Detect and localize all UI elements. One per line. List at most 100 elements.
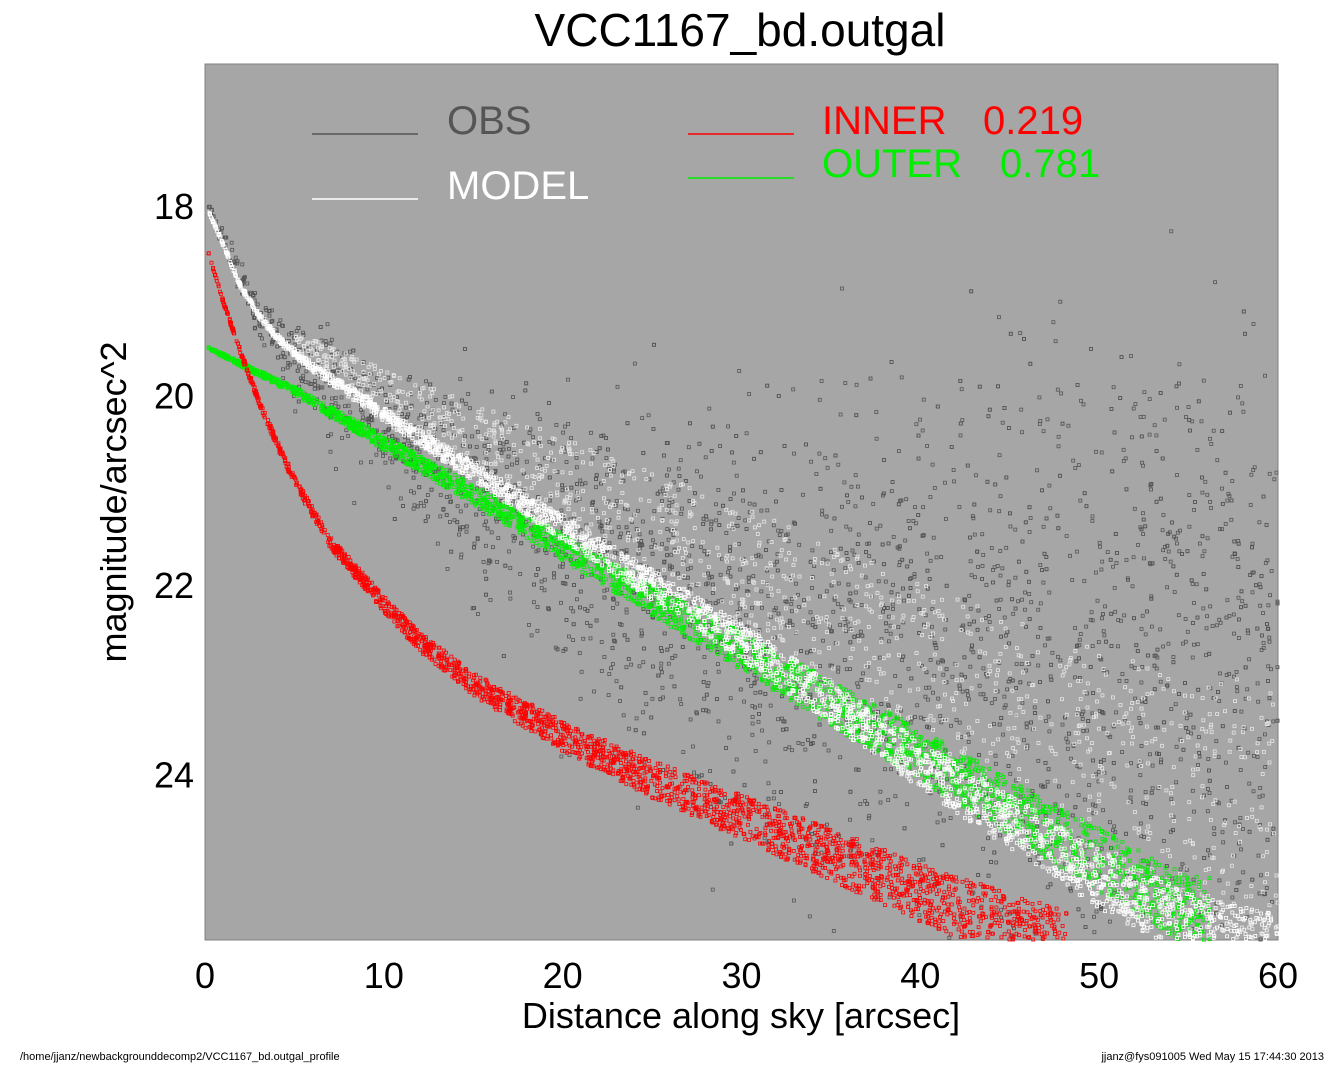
obs-point xyxy=(889,489,894,494)
obs-point xyxy=(532,600,536,605)
obs-point xyxy=(1138,773,1143,778)
obs-point xyxy=(230,247,235,252)
obs-point xyxy=(1101,808,1105,813)
obs-point xyxy=(1096,770,1101,774)
obs-point xyxy=(650,696,655,701)
obs-point xyxy=(1169,229,1174,234)
obs-point xyxy=(621,713,626,718)
obs-point xyxy=(1208,499,1212,504)
obs-point xyxy=(644,702,649,707)
obs-point xyxy=(566,377,570,382)
obs-point xyxy=(1047,483,1052,488)
obs-point xyxy=(259,324,264,329)
obs-point xyxy=(759,589,764,594)
obs-point xyxy=(1080,717,1085,721)
obs-point xyxy=(1184,716,1189,721)
obs-point xyxy=(853,603,857,608)
obs-point xyxy=(878,789,883,794)
chart: VCC1167_bd.outgal 0 10 20 30 40 50 60 18202224… xyxy=(93,4,1298,1036)
obs-point xyxy=(891,607,895,611)
obs-point xyxy=(792,451,796,456)
obs-point xyxy=(435,541,440,546)
obs-point xyxy=(1239,709,1244,714)
obs-point xyxy=(558,564,562,569)
obs-point xyxy=(819,379,824,383)
obs-point xyxy=(398,496,403,501)
obs-point xyxy=(1203,479,1208,484)
obs-point xyxy=(1117,679,1122,683)
obs-point xyxy=(1020,700,1025,705)
obs-point xyxy=(1133,402,1138,407)
obs-point xyxy=(999,907,1003,912)
obs-point xyxy=(1252,753,1256,758)
obs-point xyxy=(1036,663,1041,668)
obs-point xyxy=(728,696,733,701)
obs-point xyxy=(1184,415,1188,419)
obs-point xyxy=(1129,788,1133,793)
obs-point xyxy=(529,633,534,638)
chart-title: VCC1167_bd.outgal xyxy=(535,4,946,56)
obs-point xyxy=(861,671,865,676)
obs-point xyxy=(1008,524,1013,529)
obs-point xyxy=(699,474,703,479)
obs-point xyxy=(1199,419,1204,424)
obs-point xyxy=(732,491,736,496)
obs-point xyxy=(1226,491,1231,496)
obs-point xyxy=(723,796,727,800)
obs-point xyxy=(776,717,780,722)
obs-point xyxy=(1098,656,1103,661)
obs-point xyxy=(1269,569,1274,573)
obs-point xyxy=(547,607,551,612)
obs-point xyxy=(567,634,571,639)
obs-point xyxy=(403,435,407,440)
obs-point xyxy=(511,395,515,400)
obs-point xyxy=(736,516,741,520)
obs-point xyxy=(566,421,571,426)
obs-point xyxy=(1035,468,1039,473)
obs-point xyxy=(1076,836,1081,841)
obs-point xyxy=(742,699,746,704)
obs-point xyxy=(734,473,739,478)
obs-point xyxy=(687,587,692,592)
obs-point xyxy=(944,618,948,622)
obs-point xyxy=(874,436,879,441)
obs-point xyxy=(660,542,664,547)
obs-point xyxy=(730,526,735,531)
obs-point xyxy=(1123,456,1128,461)
obs-point xyxy=(615,601,620,606)
obs-point xyxy=(1238,383,1243,388)
obs-point xyxy=(1201,378,1206,383)
obs-point xyxy=(639,628,644,633)
obs-point xyxy=(1271,719,1276,724)
obs-point xyxy=(928,791,933,796)
obs-point xyxy=(928,658,933,662)
obs-point xyxy=(750,721,755,726)
obs-point xyxy=(980,532,985,537)
obs-point xyxy=(312,386,317,391)
obs-point xyxy=(853,590,858,595)
obs-point xyxy=(1006,583,1011,588)
obs-point xyxy=(1202,549,1207,554)
obs-point xyxy=(1051,320,1056,325)
obs-point xyxy=(1175,541,1179,546)
obs-point xyxy=(772,790,777,795)
obs-point xyxy=(463,401,468,406)
obs-point xyxy=(1077,643,1082,648)
obs-point xyxy=(388,456,393,461)
obs-point xyxy=(897,449,901,454)
obs-point xyxy=(998,833,1002,838)
obs-point xyxy=(1204,626,1209,631)
obs-point xyxy=(637,664,642,669)
obs-point xyxy=(1075,549,1079,554)
obs-point xyxy=(605,587,609,592)
obs-point xyxy=(1041,429,1046,434)
obs-point xyxy=(839,605,844,609)
obs-point xyxy=(1030,789,1035,793)
obs-point xyxy=(1264,886,1269,890)
obs-point xyxy=(680,506,684,511)
obs-point xyxy=(876,579,881,584)
obs-point xyxy=(1143,632,1148,637)
obs-point xyxy=(1138,821,1143,826)
obs-point xyxy=(581,636,586,641)
obs-point xyxy=(751,574,756,578)
